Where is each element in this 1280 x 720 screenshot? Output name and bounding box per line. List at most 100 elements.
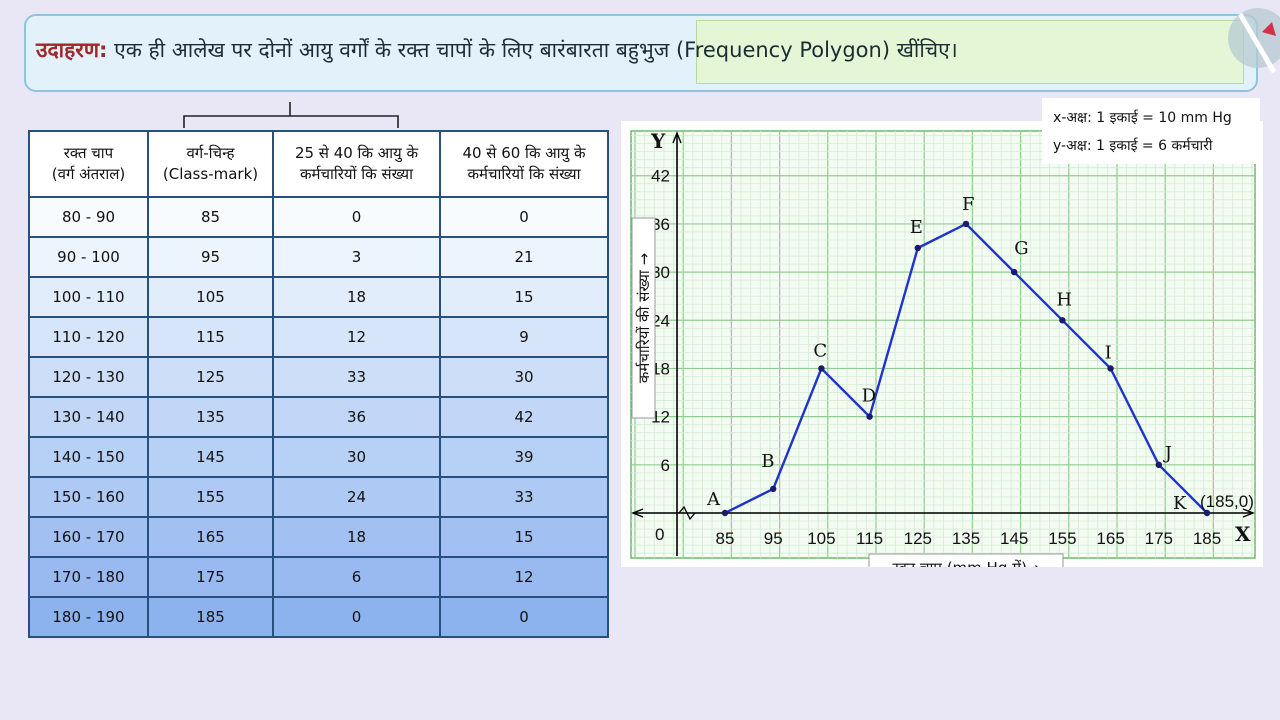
x-axis-label: रक्त चाप (mm Hg में)→	[893, 559, 1040, 567]
freq-25-40-cell: 24	[272, 476, 441, 518]
class-mark-cell: 135	[147, 396, 274, 438]
freq-25-40-cell: 6	[272, 556, 441, 598]
data-point	[1203, 509, 1211, 517]
point-label: F	[962, 194, 975, 215]
interval-cell: 140 - 150	[28, 436, 149, 478]
frequency-polygon-chart: Y X 0 85 95 105 115 125 135 145 155 165 175 185 6 12 18 2…	[630, 129, 1256, 567]
y-axis-arrow	[672, 131, 682, 144]
table-row: 160 - 170 165 18 15	[28, 516, 609, 558]
freq-40-60-cell: 12	[439, 556, 609, 598]
table-row: 170 - 180 175 6 12	[28, 556, 609, 598]
data-point	[1107, 365, 1114, 372]
point-label: H	[1056, 289, 1072, 310]
data-point	[721, 509, 729, 517]
interval-cell: 100 - 110	[28, 276, 149, 318]
header-age-25-40: 25 से 40 कि आयु के कर्मचारियों कि संख्या	[272, 130, 441, 198]
table-row: 150 - 160 155 24 33	[28, 476, 609, 518]
table-row: 130 - 140 135 36 42	[28, 396, 609, 438]
table-row: 180 - 190 185 0 0	[28, 596, 609, 638]
freq-25-40-cell: 36	[272, 396, 441, 438]
x-tick-label: 95	[764, 529, 783, 548]
y-tick-label: 42	[651, 167, 670, 186]
x-tick-label: 85	[716, 529, 735, 548]
graph-panel: Y X 0 85 95 105 115 125 135 145 155 165 175 185 6 12 18 2…	[621, 121, 1263, 567]
question-text: एक ही आलेख पर दोनों आयु वर्गों के रक्त च…	[107, 38, 958, 62]
y-scale-text: y-अक्ष: 1 इकाई = 6 कर्मचारी	[1053, 138, 1213, 154]
example-label: उदाहरण:	[36, 38, 108, 62]
y-tick-label: 36	[651, 215, 670, 234]
table-bracket	[183, 102, 399, 128]
freq-40-60-cell: 0	[439, 196, 609, 238]
point-label: G	[1014, 238, 1028, 259]
y-tick-label: 24	[651, 311, 670, 330]
interval-cell: 120 - 130	[28, 356, 149, 398]
freq-40-60-cell: 0	[439, 596, 609, 638]
point-annotation: (185,0)	[1200, 492, 1254, 511]
table-row: 120 - 130 125 33 30	[28, 356, 609, 398]
freq-25-40-cell: 30	[272, 436, 441, 478]
origin-label: 0	[655, 525, 664, 544]
data-point	[914, 244, 921, 252]
point-label: D	[862, 386, 876, 407]
x-tick-label: 105	[807, 529, 835, 548]
freq-40-60-cell: 33	[439, 476, 609, 518]
y-tick-label: 18	[651, 359, 670, 378]
x-axis-label-box	[868, 553, 1064, 567]
class-mark-cell: 115	[147, 316, 274, 358]
freq-25-40-cell: 18	[272, 276, 441, 318]
y-tick-label: 12	[651, 408, 670, 427]
freq-25-40-cell: 3	[272, 236, 441, 278]
header-class-mark: वर्ग-चिन्ह (Class-mark)	[147, 130, 274, 198]
interval-cell: 170 - 180	[28, 556, 149, 598]
page-title: उदाहरण: एक ही आलेख पर दोनों आयु वर्गों क…	[36, 36, 958, 64]
freq-40-60-cell: 15	[439, 276, 609, 318]
x-tick-label: 115	[856, 529, 883, 548]
freq-40-60-cell: 42	[439, 396, 609, 438]
y-axis-label: कर्मचारियों की संख्या →	[631, 217, 656, 419]
freq-40-60-cell: 39	[439, 436, 609, 478]
point-label: I	[1105, 342, 1112, 363]
table-row: 140 - 150 145 30 39	[28, 436, 609, 478]
y-axis-label-text: कर्मचारियों की संख्या →	[635, 253, 653, 383]
x-tick-label: 165	[1096, 529, 1124, 548]
class-mark-cell: 145	[147, 436, 274, 478]
freq-40-60-cell: 21	[439, 236, 609, 278]
table-row: 100 - 110 105 18 15	[28, 276, 609, 318]
data-point	[1059, 317, 1066, 324]
class-mark-cell: 95	[147, 236, 274, 278]
x-tick-label: 175	[1145, 529, 1173, 548]
data-point	[962, 220, 970, 228]
x-tick-label: 185	[1193, 529, 1221, 548]
class-mark-cell: 105	[147, 276, 274, 318]
y-tick-label: 6	[661, 456, 670, 475]
x-axis-left-arrow	[631, 508, 644, 518]
header-interval: रक्त चाप (वर्ग अंतराल)	[28, 130, 149, 198]
freq-40-60-cell: 15	[439, 516, 609, 558]
class-mark-cell: 165	[147, 516, 274, 558]
x-tick-label: 135	[952, 529, 980, 548]
point-label: K	[1173, 493, 1187, 514]
frequency-table: रक्त चाप (वर्ग अंतराल) वर्ग-चिन्ह (Class-m…	[28, 130, 609, 638]
freq-25-40-cell: 0	[272, 596, 441, 638]
interval-cell: 150 - 160	[28, 476, 149, 518]
data-point	[1155, 461, 1162, 469]
table-header-row: रक्त चाप (वर्ग अंतराल) वर्ग-चिन्ह (Class-m…	[28, 130, 609, 198]
data-point	[770, 485, 777, 493]
interval-cell: 90 - 100	[28, 236, 149, 278]
title-highlight	[696, 20, 1244, 84]
logo-icon	[1228, 8, 1280, 74]
class-mark-cell: 125	[147, 356, 274, 398]
freq-40-60-cell: 30	[439, 356, 609, 398]
data-point	[818, 365, 825, 372]
header-age-40-60: 40 से 60 कि आयु के कर्मचारियों कि संख्या	[439, 130, 609, 198]
class-mark-cell: 155	[147, 476, 274, 518]
table-row: 90 - 100 95 3 21	[28, 236, 609, 278]
point-label: B	[761, 451, 774, 472]
data-point	[1011, 268, 1018, 276]
interval-cell: 180 - 190	[28, 596, 149, 638]
x-axis-letter: X	[1235, 522, 1251, 546]
point-label: C	[813, 340, 827, 361]
point-label: E	[910, 217, 923, 238]
point-label: A	[706, 489, 721, 510]
interval-cell: 110 - 120	[28, 316, 149, 358]
